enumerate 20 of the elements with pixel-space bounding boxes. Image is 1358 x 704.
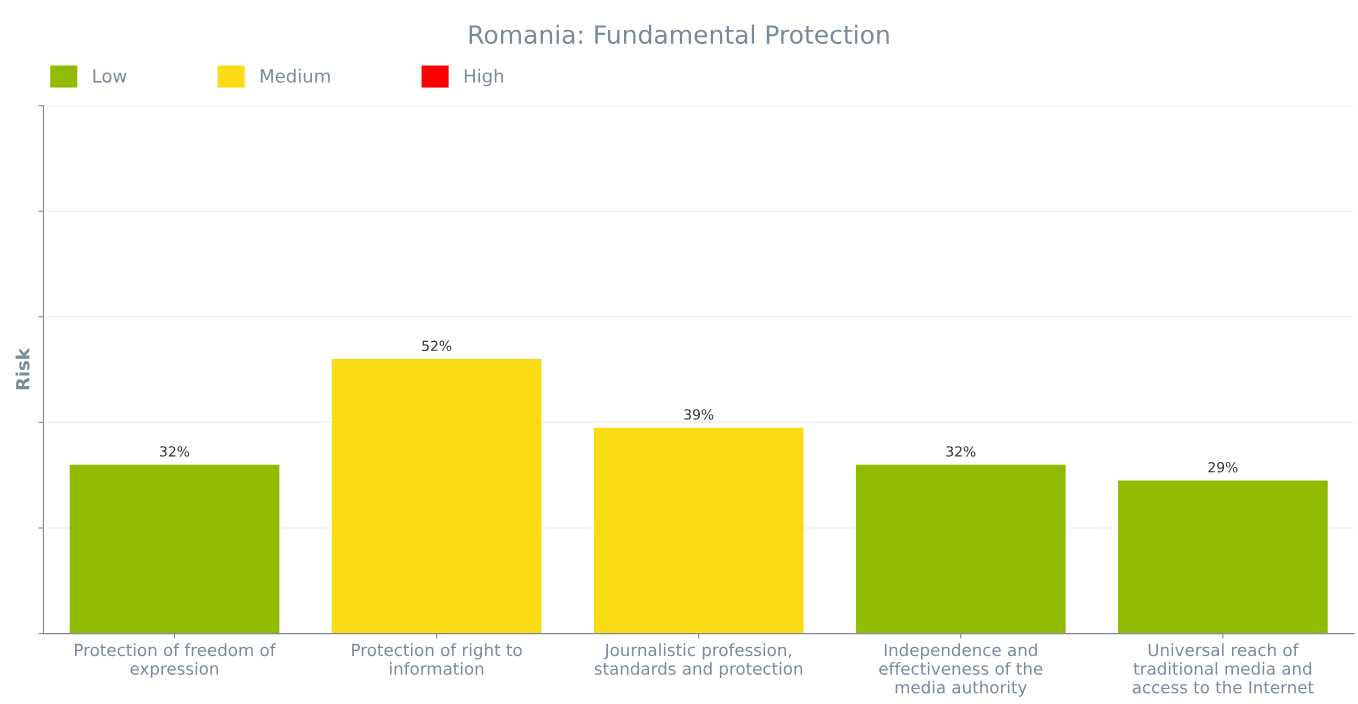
data-label: 32% bbox=[946, 446, 976, 457]
bar bbox=[593, 427, 804, 634]
data-label: 32% bbox=[160, 446, 190, 457]
bar bbox=[69, 464, 280, 634]
x-tick-label: Protection of freedom of expression bbox=[75, 643, 276, 679]
y-axis-title: Risk bbox=[15, 347, 30, 390]
data-label: 39% bbox=[684, 409, 714, 420]
x-tick-label: Independence and effectiveness of the media authority bbox=[879, 643, 1043, 697]
bar bbox=[1118, 480, 1328, 634]
x-tick-label: Journalistic profession, standards and protection bbox=[594, 643, 803, 679]
data-label: 29% bbox=[1208, 462, 1238, 473]
x-tick-label: Protection of right to information bbox=[352, 643, 522, 675]
x-tick-label: Universal reach of traditional media and access to the Internet bbox=[1132, 643, 1314, 694]
legend-label: Medium bbox=[260, 68, 330, 83]
legend-label: Low bbox=[93, 69, 127, 83]
bar bbox=[331, 359, 542, 634]
chart-title: Romania: Fundamental Protection bbox=[469, 24, 889, 44]
bar bbox=[855, 464, 1066, 634]
data-label: 52% bbox=[422, 340, 452, 352]
legend-label: High bbox=[464, 68, 504, 87]
